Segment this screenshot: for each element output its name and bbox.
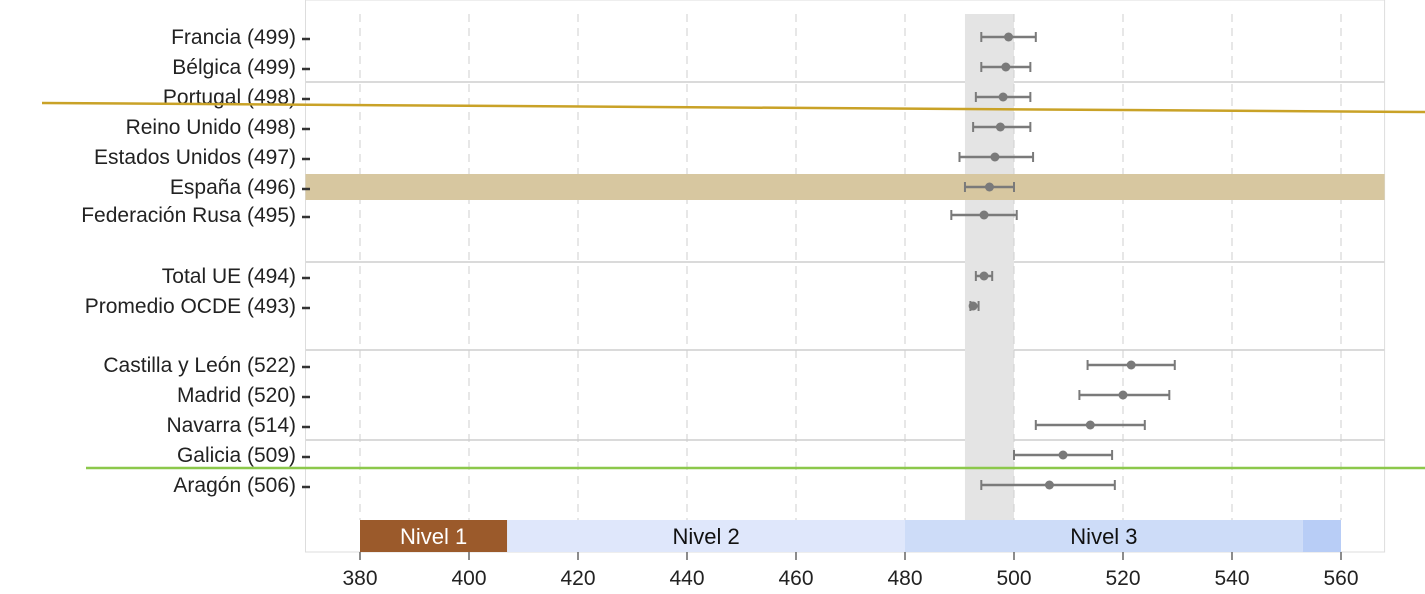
x-tick-label: 460 xyxy=(778,567,813,590)
x-tick-label: 440 xyxy=(669,567,704,590)
x-tick-label: 480 xyxy=(887,567,922,590)
x-tick-label: 540 xyxy=(1214,567,1249,590)
score-point xyxy=(1118,390,1128,400)
row-label: Estados Unidos (497) xyxy=(94,146,296,169)
level-segment xyxy=(905,520,1303,552)
row-label: Aragón (506) xyxy=(173,474,296,497)
score-point xyxy=(1044,480,1054,490)
row-label: Madrid (520) xyxy=(177,384,296,407)
level-label: Nivel 3 xyxy=(1070,524,1137,549)
row-label: Bélgica (499) xyxy=(172,56,296,79)
row-label: Promedio OCDE (493) xyxy=(85,295,296,318)
score-point xyxy=(979,271,989,281)
score-point xyxy=(968,301,978,311)
score-point xyxy=(1004,32,1014,42)
score-point xyxy=(979,210,989,220)
score-point xyxy=(998,92,1008,102)
score-point xyxy=(1085,420,1095,430)
row-label: Castilla y León (522) xyxy=(103,354,296,377)
level-label: Nivel 1 xyxy=(400,524,467,549)
score-point xyxy=(1058,450,1068,460)
x-tick-label: 400 xyxy=(451,567,486,590)
x-tick-label: 520 xyxy=(1105,567,1140,590)
annotation-line-gold xyxy=(41,101,1425,114)
highlight-row-band xyxy=(305,174,1385,200)
x-tick-label: 380 xyxy=(342,567,377,590)
row-label: Reino Unido (498) xyxy=(126,116,296,139)
x-tick-label: 560 xyxy=(1323,567,1358,590)
score-point xyxy=(1126,360,1136,370)
score-point xyxy=(995,122,1005,132)
row-label: Francia (499) xyxy=(171,26,296,49)
level-segment xyxy=(360,520,508,552)
score-point xyxy=(984,182,994,192)
plot-frame xyxy=(305,0,1386,553)
row-label: Galicia (509) xyxy=(177,444,296,467)
oecd-average-band xyxy=(964,14,1014,520)
row-label: Total UE (494) xyxy=(162,265,296,288)
level-label: Nivel 2 xyxy=(672,524,739,549)
level-segment xyxy=(507,520,905,552)
level-segment xyxy=(1302,520,1341,552)
x-tick-label: 420 xyxy=(560,567,595,590)
score-point xyxy=(1001,62,1011,72)
x-tick-label: 500 xyxy=(996,567,1031,590)
row-label: Federación Rusa (495) xyxy=(81,204,296,227)
row-label: España (496) xyxy=(170,176,296,199)
row-label: Navarra (514) xyxy=(166,414,296,437)
score-point xyxy=(990,152,1000,162)
